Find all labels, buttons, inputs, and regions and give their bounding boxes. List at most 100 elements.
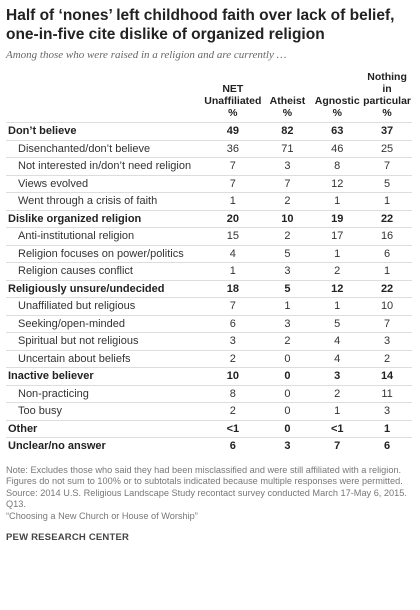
cell: 1 — [203, 262, 263, 280]
cell: 36 — [203, 139, 263, 158]
table: NET Unaffiliated% Atheist% Agnostic% Nothing… — [6, 67, 412, 455]
cell: 22 — [362, 209, 412, 228]
note: Note: Excludes those who said they had b… — [6, 464, 403, 487]
cell: 63 — [312, 122, 363, 140]
item-row: Spiritual but not religious 3 2 4 3 — [6, 332, 412, 350]
cell: 1 — [362, 262, 412, 280]
cell: 18 — [203, 279, 263, 298]
column-header-line: particular — [363, 95, 411, 107]
cell: <1 — [203, 419, 263, 438]
cell: 5 — [262, 244, 313, 263]
row-label: Inactive believer — [6, 367, 204, 385]
row-label: Not interested in/don’t need religion — [6, 157, 204, 175]
note: “Choosing a New Church or House of Worsh… — [6, 510, 198, 521]
header-row: NET Unaffiliated% Atheist% Agnostic% Nothing… — [6, 67, 412, 123]
cell: 6 — [203, 314, 263, 333]
cell: 1 — [203, 192, 263, 210]
row-label: Religiously unsure/undecided — [6, 279, 204, 298]
column-header-line: % — [382, 107, 392, 119]
cell: 0 — [262, 419, 313, 438]
cell: 2 — [362, 349, 412, 368]
row-label: Dislike organized religion — [6, 209, 204, 228]
row-label: Disenchanted/don’t believe — [6, 139, 204, 158]
cell: 12 — [312, 279, 363, 298]
cell: 49 — [203, 122, 263, 140]
cell: 1 — [312, 297, 363, 315]
column-header-line: Agnostic — [314, 95, 360, 107]
column-header-line: Nothing in — [367, 71, 407, 95]
row-label: Seeking/open-minded — [6, 314, 204, 333]
cell: 7 — [362, 314, 412, 333]
item-row: Views evolved 7 7 12 5 — [6, 174, 412, 193]
item-row: Religion focuses on power/politics 4 5 1 6 — [6, 244, 412, 263]
cell: 2 — [262, 227, 313, 245]
cell: 2 — [312, 384, 363, 403]
row-label: Unaffiliated but religious — [6, 297, 204, 315]
row-label: Non-practicing — [6, 384, 204, 403]
cell: 7 — [312, 437, 363, 455]
row-label: Anti-institutional religion — [6, 227, 204, 245]
cell: 6 — [362, 437, 412, 455]
row-label: Other — [6, 419, 204, 438]
item-row: Religion causes conflict 1 3 2 1 — [6, 262, 412, 280]
cell: 3 — [262, 157, 313, 175]
title: Half of ‘nones’ left childhood faith ove… — [6, 6, 412, 44]
cell: 0 — [262, 367, 313, 385]
cell: 10 — [262, 209, 313, 228]
column-header: Nothing in particular% — [362, 67, 412, 123]
cell: 3 — [262, 314, 313, 333]
cell: 3 — [362, 332, 412, 350]
item-row: Went through a crisis of faith 1 2 1 1 — [6, 192, 412, 210]
cell: 12 — [312, 174, 363, 193]
cell: 16 — [362, 227, 412, 245]
group-row: Don’t believe 49 82 63 37 — [6, 122, 412, 140]
cell: 7 — [203, 174, 263, 193]
cell: 1 — [362, 192, 412, 210]
cell: 4 — [312, 332, 363, 350]
cell: 10 — [203, 367, 263, 385]
cell: 19 — [312, 209, 363, 228]
column-header: Agnostic% — [312, 67, 362, 123]
title-line: Half of ‘nones’ left childhood faith ove… — [6, 7, 395, 24]
cell: 82 — [262, 122, 313, 140]
group-row: Inactive believer 10 0 3 14 — [6, 367, 412, 385]
row-label: Went through a crisis of faith — [6, 192, 204, 210]
cell: 3 — [203, 332, 263, 350]
cell: 14 — [362, 367, 412, 385]
cell: 2 — [203, 349, 263, 368]
cell: 6 — [203, 437, 263, 455]
cell: 0 — [262, 384, 313, 403]
cell: 0 — [262, 349, 313, 368]
cell: 17 — [312, 227, 363, 245]
cell: 5 — [312, 314, 363, 333]
cell: 2 — [203, 402, 263, 420]
cell: 25 — [362, 139, 412, 158]
group-row: Other <1 0 <1 1 — [6, 419, 412, 438]
cell: 11 — [362, 384, 412, 403]
cell: 71 — [262, 139, 313, 158]
cell: 1 — [312, 244, 363, 263]
column-header-line: Atheist — [269, 95, 306, 107]
cell: 7 — [203, 157, 263, 175]
cell: 5 — [262, 279, 313, 298]
cell: 3 — [262, 437, 313, 455]
column-header-line: % — [228, 107, 238, 119]
cell: 2 — [262, 332, 313, 350]
cell: 4 — [203, 244, 263, 263]
cell: 46 — [312, 139, 363, 158]
column-header-line: % — [282, 107, 293, 119]
item-row: Unaffiliated but religious 7 1 1 10 — [6, 297, 412, 315]
item-row: Anti-institutional religion 15 2 17 16 — [6, 227, 412, 245]
page: Half of ‘nones’ left childhood faith ove… — [6, 6, 412, 543]
cell: 1 — [312, 192, 363, 210]
cell: 1 — [262, 297, 313, 315]
cell: 6 — [362, 244, 412, 263]
group-row: Dislike organized religion 20 10 19 22 — [6, 209, 412, 228]
item-row: Not interested in/don’t need religion 7 3 8… — [6, 157, 412, 175]
cell: 8 — [312, 157, 363, 175]
row-label: Views evolved — [6, 174, 204, 193]
cell: 7 — [262, 174, 313, 193]
cell: 3 — [262, 262, 313, 280]
cell: 5 — [362, 174, 412, 193]
cell: 1 — [312, 402, 363, 420]
